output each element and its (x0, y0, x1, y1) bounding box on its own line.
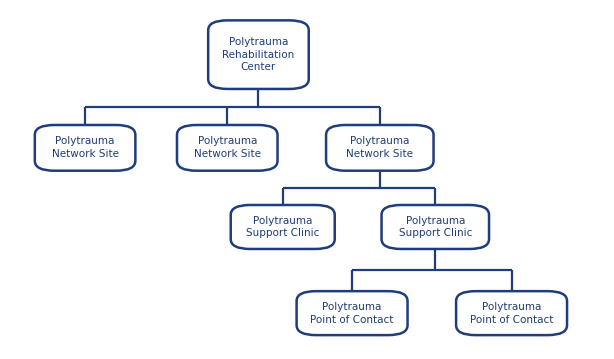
FancyBboxPatch shape (326, 125, 433, 171)
Text: Polytrauma
Point of Contact: Polytrauma Point of Contact (470, 302, 553, 325)
Text: Polytrauma
Support Clinic: Polytrauma Support Clinic (398, 215, 472, 238)
Text: Polytrauma
Network Site: Polytrauma Network Site (52, 136, 119, 159)
FancyBboxPatch shape (381, 205, 489, 249)
Text: Polytrauma
Network Site: Polytrauma Network Site (346, 136, 413, 159)
FancyBboxPatch shape (208, 20, 309, 89)
FancyBboxPatch shape (177, 125, 278, 171)
Text: Polytrauma
Network Site: Polytrauma Network Site (194, 136, 261, 159)
Text: Polytrauma
Support Clinic: Polytrauma Support Clinic (246, 215, 319, 238)
FancyBboxPatch shape (35, 125, 135, 171)
FancyBboxPatch shape (231, 205, 335, 249)
FancyBboxPatch shape (297, 291, 408, 335)
Text: Polytrauma
Rehabilitation
Center: Polytrauma Rehabilitation Center (222, 37, 295, 73)
Text: Polytrauma
Point of Contact: Polytrauma Point of Contact (311, 302, 394, 325)
FancyBboxPatch shape (456, 291, 567, 335)
